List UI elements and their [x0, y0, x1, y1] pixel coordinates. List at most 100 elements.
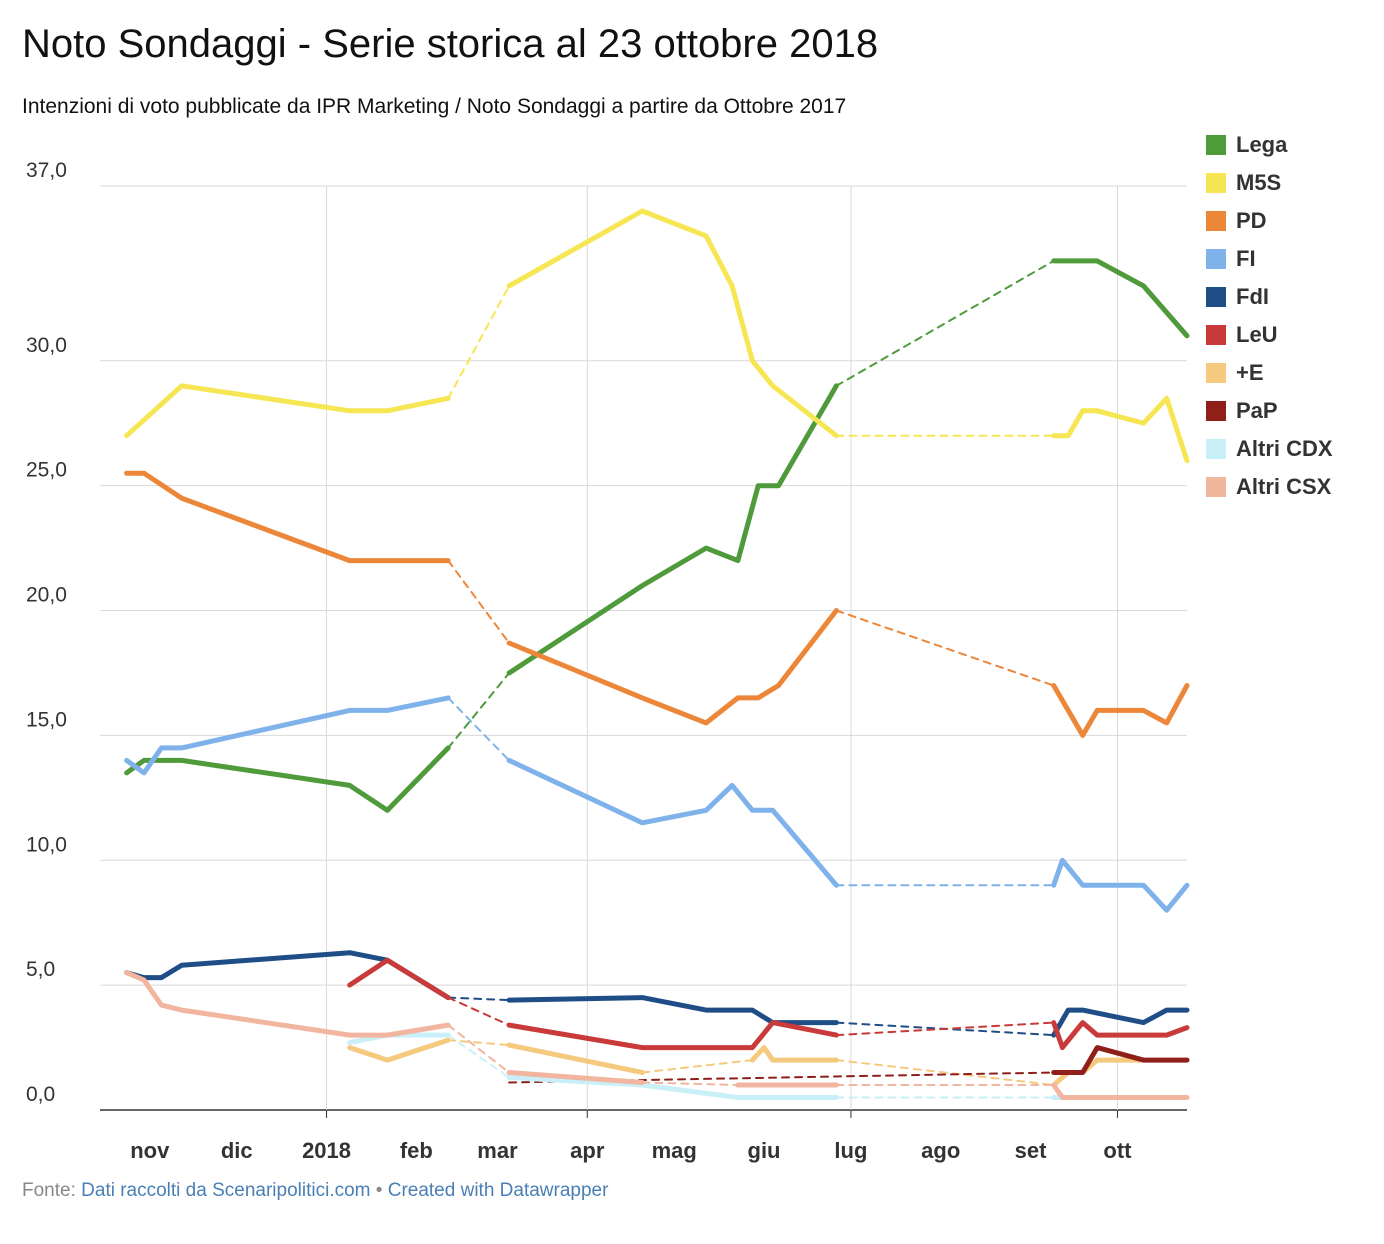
series-gap-line: [447, 1024, 511, 1074]
series-line: [1051, 857, 1190, 913]
datawrapper-credit-link[interactable]: Created with Datawrapper: [387, 1180, 609, 1201]
series-gap-line: [447, 559, 511, 644]
series-line: [124, 470, 451, 564]
legend-item: LeU: [1206, 316, 1333, 354]
legend-label: LeU: [1236, 322, 1278, 347]
footer: Fonte: Dati raccolti da Scenaripolitici.…: [22, 1180, 608, 1202]
x-tick-label: ott: [1103, 1138, 1132, 1163]
series-gap-line: [447, 996, 511, 1002]
legend-label: Altri CSX: [1236, 474, 1332, 499]
series-line: [506, 608, 839, 726]
legend-item: FdI: [1206, 278, 1333, 316]
series-line: [1051, 1007, 1190, 1038]
series-line: [347, 1037, 451, 1063]
series-gap-line: [447, 696, 511, 762]
series-fdi: [124, 950, 1190, 1038]
legend-label: M5S: [1236, 170, 1282, 195]
legend-item: Altri CDX: [1206, 430, 1333, 468]
legend-item: Altri CSX: [1206, 468, 1333, 506]
legend-item: M5S: [1206, 164, 1333, 202]
legend-item: +E: [1206, 354, 1333, 392]
source-link[interactable]: Dati raccolti da Scenaripolitici.com: [81, 1180, 371, 1201]
legend-swatch: [1206, 249, 1226, 269]
chart-title: Noto Sondaggi - Serie storica al 23 otto…: [22, 22, 879, 66]
y-tick-label: 37,0: [26, 159, 67, 182]
series-line: [1051, 1082, 1190, 1100]
x-tick-label: set: [1015, 1138, 1047, 1163]
series-line: [506, 1020, 839, 1051]
series-gap-line: [835, 1021, 1055, 1037]
legend-swatch: [1206, 401, 1226, 421]
legend-swatch: [1206, 439, 1226, 459]
series-gap-line: [447, 284, 511, 400]
series-line: [506, 208, 839, 439]
series-line: [347, 957, 451, 1001]
series-line: [1051, 1045, 1190, 1075]
y-tick-label: 0,0: [26, 1083, 55, 1106]
series-line: [1051, 1020, 1190, 1051]
series-line: [124, 695, 451, 776]
legend-swatch: [1206, 173, 1226, 193]
series-line: [506, 757, 839, 888]
series-m5s: [124, 208, 1190, 464]
series-gap-line: [835, 609, 1055, 687]
series-lega: [124, 258, 1190, 813]
x-tick-label: apr: [570, 1138, 605, 1163]
series-gap-line: [641, 1081, 739, 1086]
y-tick-label: 15,0: [26, 708, 67, 731]
legend-label: Lega: [1236, 132, 1288, 157]
series-pd: [124, 470, 1190, 738]
series-line: [124, 970, 451, 1038]
legend-swatch: [1206, 287, 1226, 307]
series-gap-line: [447, 1039, 511, 1047]
legend-item: PD: [1206, 202, 1333, 240]
series-gap-line: [447, 1034, 511, 1079]
x-tick-label: dic: [221, 1138, 253, 1163]
legend-swatch: [1206, 135, 1226, 155]
series-line: [506, 1042, 645, 1075]
chart-subtitle: Intenzioni di voto pubblicate da IPR Mar…: [22, 95, 847, 118]
legend-swatch: [1206, 325, 1226, 345]
series-line: [1051, 683, 1190, 738]
x-tick-label: lug: [834, 1138, 867, 1163]
line-chart: 0,0 5,0 10,0 15,0 20,0 25,0 30,0 37,0 nov dic 201…: [26, 159, 1190, 1163]
legend-label: Altri CDX: [1236, 436, 1333, 461]
series-leu: [347, 957, 1190, 1051]
footer-separator: •: [370, 1180, 388, 1201]
gridlines: [100, 185, 1187, 1118]
y-tick-label: 30,0: [26, 334, 67, 357]
y-tick-label: 20,0: [26, 584, 67, 607]
series-gap-line: [835, 259, 1055, 387]
x-tick-label: giu: [748, 1138, 781, 1163]
y-tick-label: 10,0: [26, 833, 67, 856]
y-axis: 0,0 5,0 10,0 15,0 20,0 25,0 30,0 37,0: [26, 159, 67, 1106]
x-tick-label: 2018: [302, 1138, 351, 1163]
series-line: [124, 745, 451, 813]
x-axis: nov dic 2018 feb mar apr mag giu lug ago set ott: [130, 1138, 1132, 1163]
legend-swatch: [1206, 363, 1226, 383]
legend-label: +E: [1236, 360, 1264, 385]
legend-label: FI: [1236, 246, 1256, 271]
legend-item: FI: [1206, 240, 1333, 278]
footer-prefix: Fonte:: [22, 1180, 82, 1201]
y-tick-label: 25,0: [26, 459, 67, 482]
series-line: [1051, 258, 1190, 339]
series-lines: [124, 208, 1190, 1100]
series-line: [506, 1070, 645, 1085]
series-line: [124, 383, 451, 439]
series-gap-line: [835, 1059, 1055, 1086]
series-altri-csx: [124, 970, 1190, 1100]
series-fi: [124, 695, 1190, 913]
legend-swatch: [1206, 477, 1226, 497]
x-tick-label: feb: [400, 1138, 433, 1163]
series-gap-line: [447, 996, 511, 1027]
legend-item: Lega: [1206, 126, 1333, 164]
series-line: [124, 950, 451, 1001]
series-gap-line: [447, 672, 511, 749]
series-gap-line: [641, 1059, 754, 1074]
legend-label: FdI: [1236, 284, 1269, 309]
y-tick-label: 5,0: [26, 958, 55, 981]
series-line: [506, 995, 839, 1026]
x-tick-label: ago: [921, 1138, 960, 1163]
legend: Lega M5S PD FI FdI LeU +E PaP Altri CDX Altri CSX: [1206, 126, 1333, 506]
